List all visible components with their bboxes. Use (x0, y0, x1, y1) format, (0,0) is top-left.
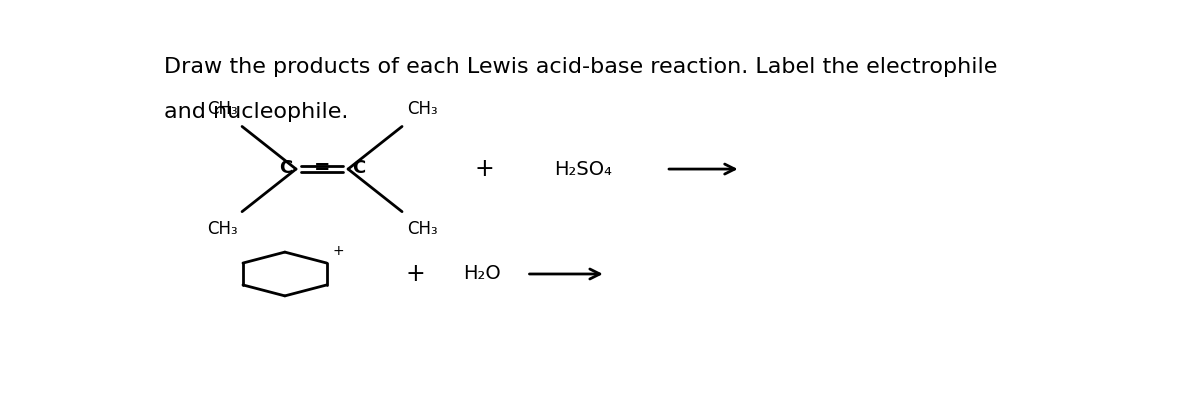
Text: +: + (475, 157, 494, 181)
Text: CH₃: CH₃ (206, 220, 238, 238)
Text: H₂O: H₂O (463, 265, 502, 284)
Text: +: + (332, 245, 344, 258)
Text: =: = (314, 158, 330, 177)
Text: CH₃: CH₃ (407, 100, 437, 118)
Text: +: + (406, 262, 425, 286)
Text: and nucleophile.: and nucleophile. (164, 102, 348, 122)
Text: C: C (280, 158, 293, 177)
Text: Draw the products of each Lewis acid-base reaction. Label the electrophile: Draw the products of each Lewis acid-bas… (164, 56, 997, 77)
Text: CH₃: CH₃ (407, 220, 437, 238)
Text: H₂SO₄: H₂SO₄ (554, 160, 612, 179)
Text: CH₃: CH₃ (206, 100, 238, 118)
Text: C: C (352, 158, 365, 177)
